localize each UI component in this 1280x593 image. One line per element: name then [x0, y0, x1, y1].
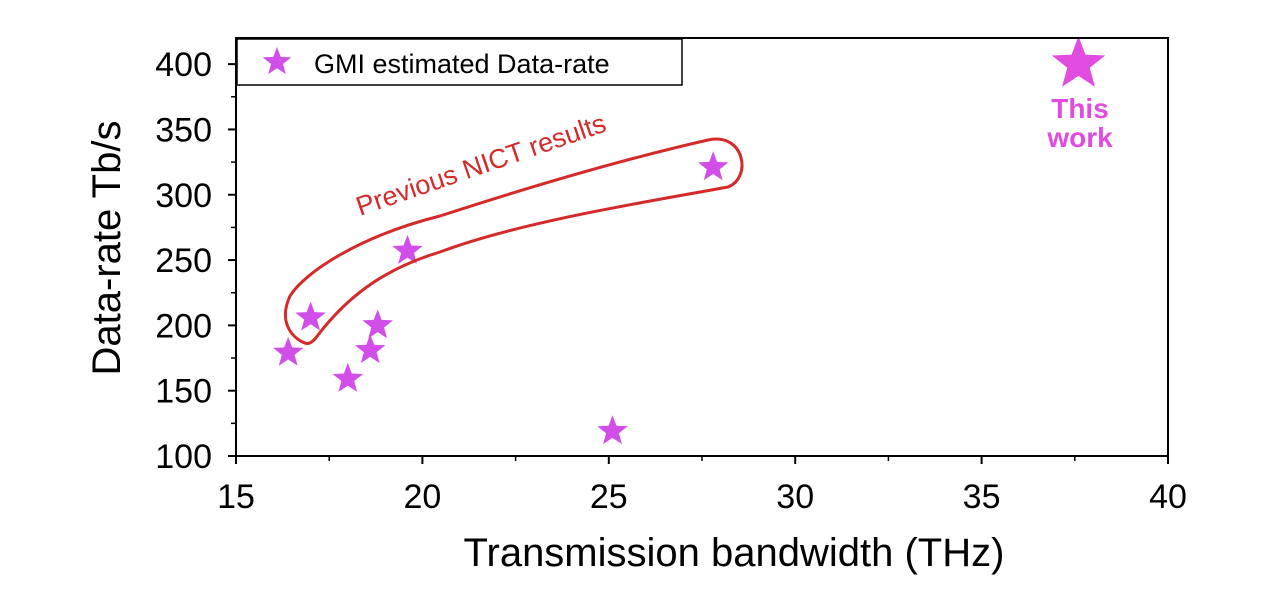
y-tick-label: 200 [155, 307, 212, 345]
axis-ticks: 15 20 25 30 35 40 100 150 200 250 300 350 400 [155, 46, 1187, 516]
x-tick-label: 20 [403, 478, 441, 516]
legend-box [236, 38, 683, 86]
this-work-label-line2: work [1046, 122, 1113, 153]
y-tick-label: 400 [155, 46, 212, 84]
previous-results-label: Previous NICT results [352, 108, 610, 222]
y-tick-label: 150 [155, 373, 212, 411]
x-tick-label: 15 [217, 478, 255, 516]
y-tick-label: 300 [155, 177, 212, 215]
data-point [597, 415, 628, 445]
data-point [392, 234, 423, 264]
legend-star-icon [262, 47, 292, 75]
x-tick-label: 25 [590, 478, 628, 516]
data-points [273, 36, 1106, 445]
data-point [273, 336, 304, 366]
y-tick-label: 250 [155, 242, 212, 280]
data-point [362, 309, 393, 339]
this-work-label-line1: This [1051, 93, 1109, 124]
x-tick-label: 40 [1149, 478, 1187, 516]
data-point [332, 362, 364, 392]
data-point [355, 334, 386, 364]
plot-area-frame [235, 37, 1169, 457]
data-point [698, 151, 729, 181]
x-tick-label: 30 [776, 478, 814, 516]
previous-results-outline [283, 137, 744, 345]
legend-label: GMI estimated Data-rate [314, 49, 610, 79]
y-axis-title: Data-rate Tb/s [85, 121, 129, 376]
y-tick-label: 100 [155, 438, 212, 476]
x-tick-label: 35 [963, 478, 1001, 516]
data-point [295, 301, 326, 331]
y-tick-label: 350 [155, 111, 212, 149]
this-work-point [1051, 36, 1106, 87]
legend: GMI estimated Data-rate [236, 38, 683, 86]
x-axis-title: Transmission bandwidth (THz) [464, 531, 1005, 575]
